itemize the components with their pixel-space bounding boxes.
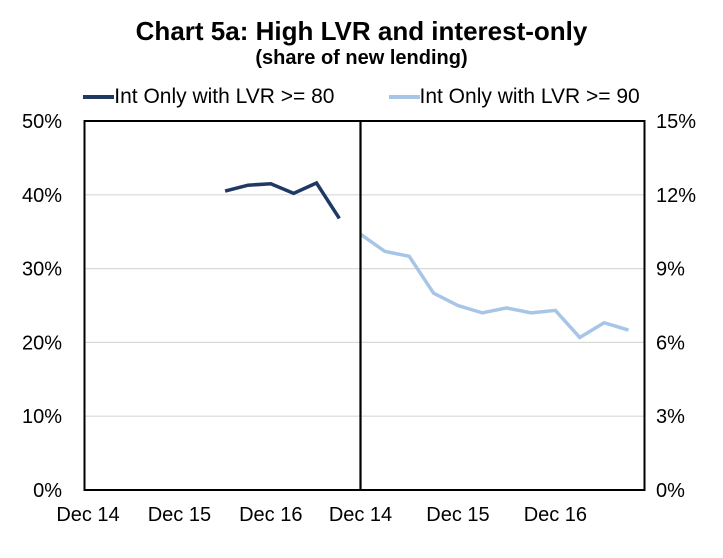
right-axis-tick-label: 12% [656, 185, 696, 207]
x-axis-tick-label: Dec 16 [239, 504, 302, 526]
x-axis-tick-label: Dec 14 [329, 504, 392, 526]
series-line-int-only-with-lvr-80 [224, 180, 341, 220]
left-axis-tick-label: 0% [33, 480, 62, 502]
legend-item-int-only-lvr-80: Int Only with LVR >= 80 [83, 84, 335, 110]
legend-item-int-only-lvr-90: Int Only with LVR >= 90 [388, 84, 640, 110]
right-axis-tick-label: 0% [656, 480, 685, 502]
series-line-int-only-with-lvr-90 [359, 232, 629, 340]
x-axis-tick-label: Dec 16 [524, 504, 587, 526]
left-axis-tick-label: 20% [22, 332, 62, 354]
legend-label-int-only-lvr-90: Int Only with LVR >= 90 [419, 85, 640, 108]
left-axis-tick-label: 40% [22, 185, 62, 207]
chart-legend: Int Only with LVR >= 80 Int Only with LV… [0, 84, 723, 110]
x-axis-tick-label: Dec 15 [426, 504, 489, 526]
left-axis-tick-label: 10% [22, 406, 62, 428]
right-axis-tick-label: 15% [656, 111, 696, 133]
right-axis-tick-label: 6% [656, 332, 685, 354]
legend-line-swatch-navy [83, 95, 115, 99]
right-axis-tick-label: 3% [656, 406, 685, 428]
x-axis-tick-label: Dec 14 [56, 504, 119, 526]
left-axis-tick-label: 30% [22, 259, 62, 281]
legend-label-int-only-lvr-80: Int Only with LVR >= 80 [114, 85, 335, 108]
chart-title: Chart 5a: High LVR and interest-only [135, 16, 588, 46]
plot-border [83, 120, 646, 491]
chart-subtitle: (share of new lending) [255, 47, 468, 69]
legend-line-swatch-lightblue [388, 95, 420, 99]
left-axis-tick-label: 50% [22, 111, 62, 133]
x-axis-tick-label: Dec 15 [148, 504, 211, 526]
right-axis-tick-label: 9% [656, 259, 685, 281]
